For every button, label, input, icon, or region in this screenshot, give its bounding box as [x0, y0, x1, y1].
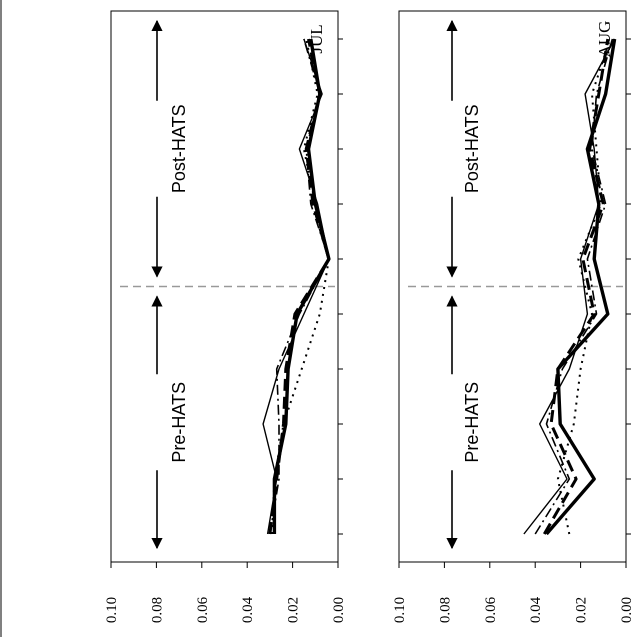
series-line: [523, 38, 616, 535]
period-arrows: Pre-HATS Post-HATS: [145, 19, 189, 550]
period-label: Pre-HATS: [169, 382, 189, 463]
period-label: Post-HATS: [169, 104, 189, 193]
y-tick-labels: 0.10 0.08 0.06 0.04 0.02 0.00: [104, 596, 347, 623]
y-tick-label: 0.08: [149, 597, 165, 623]
label-backdrop: [145, 100, 169, 197]
y-tick-labels: 0.10 0.08 0.06 0.04 0.02 0.00: [392, 596, 635, 623]
label-backdrop: [440, 100, 464, 197]
y-tick-label: 0.08: [437, 597, 453, 623]
y-tick-label: 0.00: [619, 597, 635, 623]
series-line: [545, 38, 617, 536]
y-tick-label: 0.10: [104, 597, 120, 623]
series-line: [268, 38, 331, 535]
period-arrows: Pre-HATS Post-HATS: [440, 19, 482, 550]
plot-frame: [398, 10, 627, 563]
period-label: Post-HATS: [462, 104, 482, 193]
y-tick-label: 0.04: [240, 596, 256, 623]
series-lines: [262, 38, 331, 535]
panel-jul: 0.10 0.08 0.06 0.04 0.02 0.00 Pre-HATS Post-HA…: [104, 10, 347, 623]
series-line: [556, 38, 612, 535]
label-backdrop: [440, 374, 464, 471]
series-line: [543, 38, 610, 535]
panel-title: JUL: [307, 24, 326, 53]
series-line: [262, 38, 330, 535]
y-tick-label: 0.02: [574, 597, 590, 623]
y-tick-label: 0.10: [392, 597, 408, 623]
period-label: Pre-HATS: [462, 382, 482, 463]
y-tick-label: 0.02: [286, 597, 302, 623]
panel-aug: 0.10 0.08 0.06 0.04 0.02 0.00 Pre-HATS Post-HA…: [392, 10, 635, 623]
y-tick-label: 0.04: [528, 596, 544, 623]
series-line: [534, 38, 614, 535]
y-tick-marks: [110, 38, 343, 568]
y-tick-label: 0.06: [483, 596, 499, 623]
y-tick-marks: [398, 38, 631, 568]
series-lines: [523, 38, 617, 536]
y-tick-label: 0.06: [195, 596, 211, 623]
label-backdrop: [145, 374, 169, 471]
series-line: [269, 38, 330, 535]
y-tick-label: 0.00: [331, 597, 347, 623]
panel-title: AUG: [595, 21, 614, 58]
plot-frame: [110, 10, 339, 563]
